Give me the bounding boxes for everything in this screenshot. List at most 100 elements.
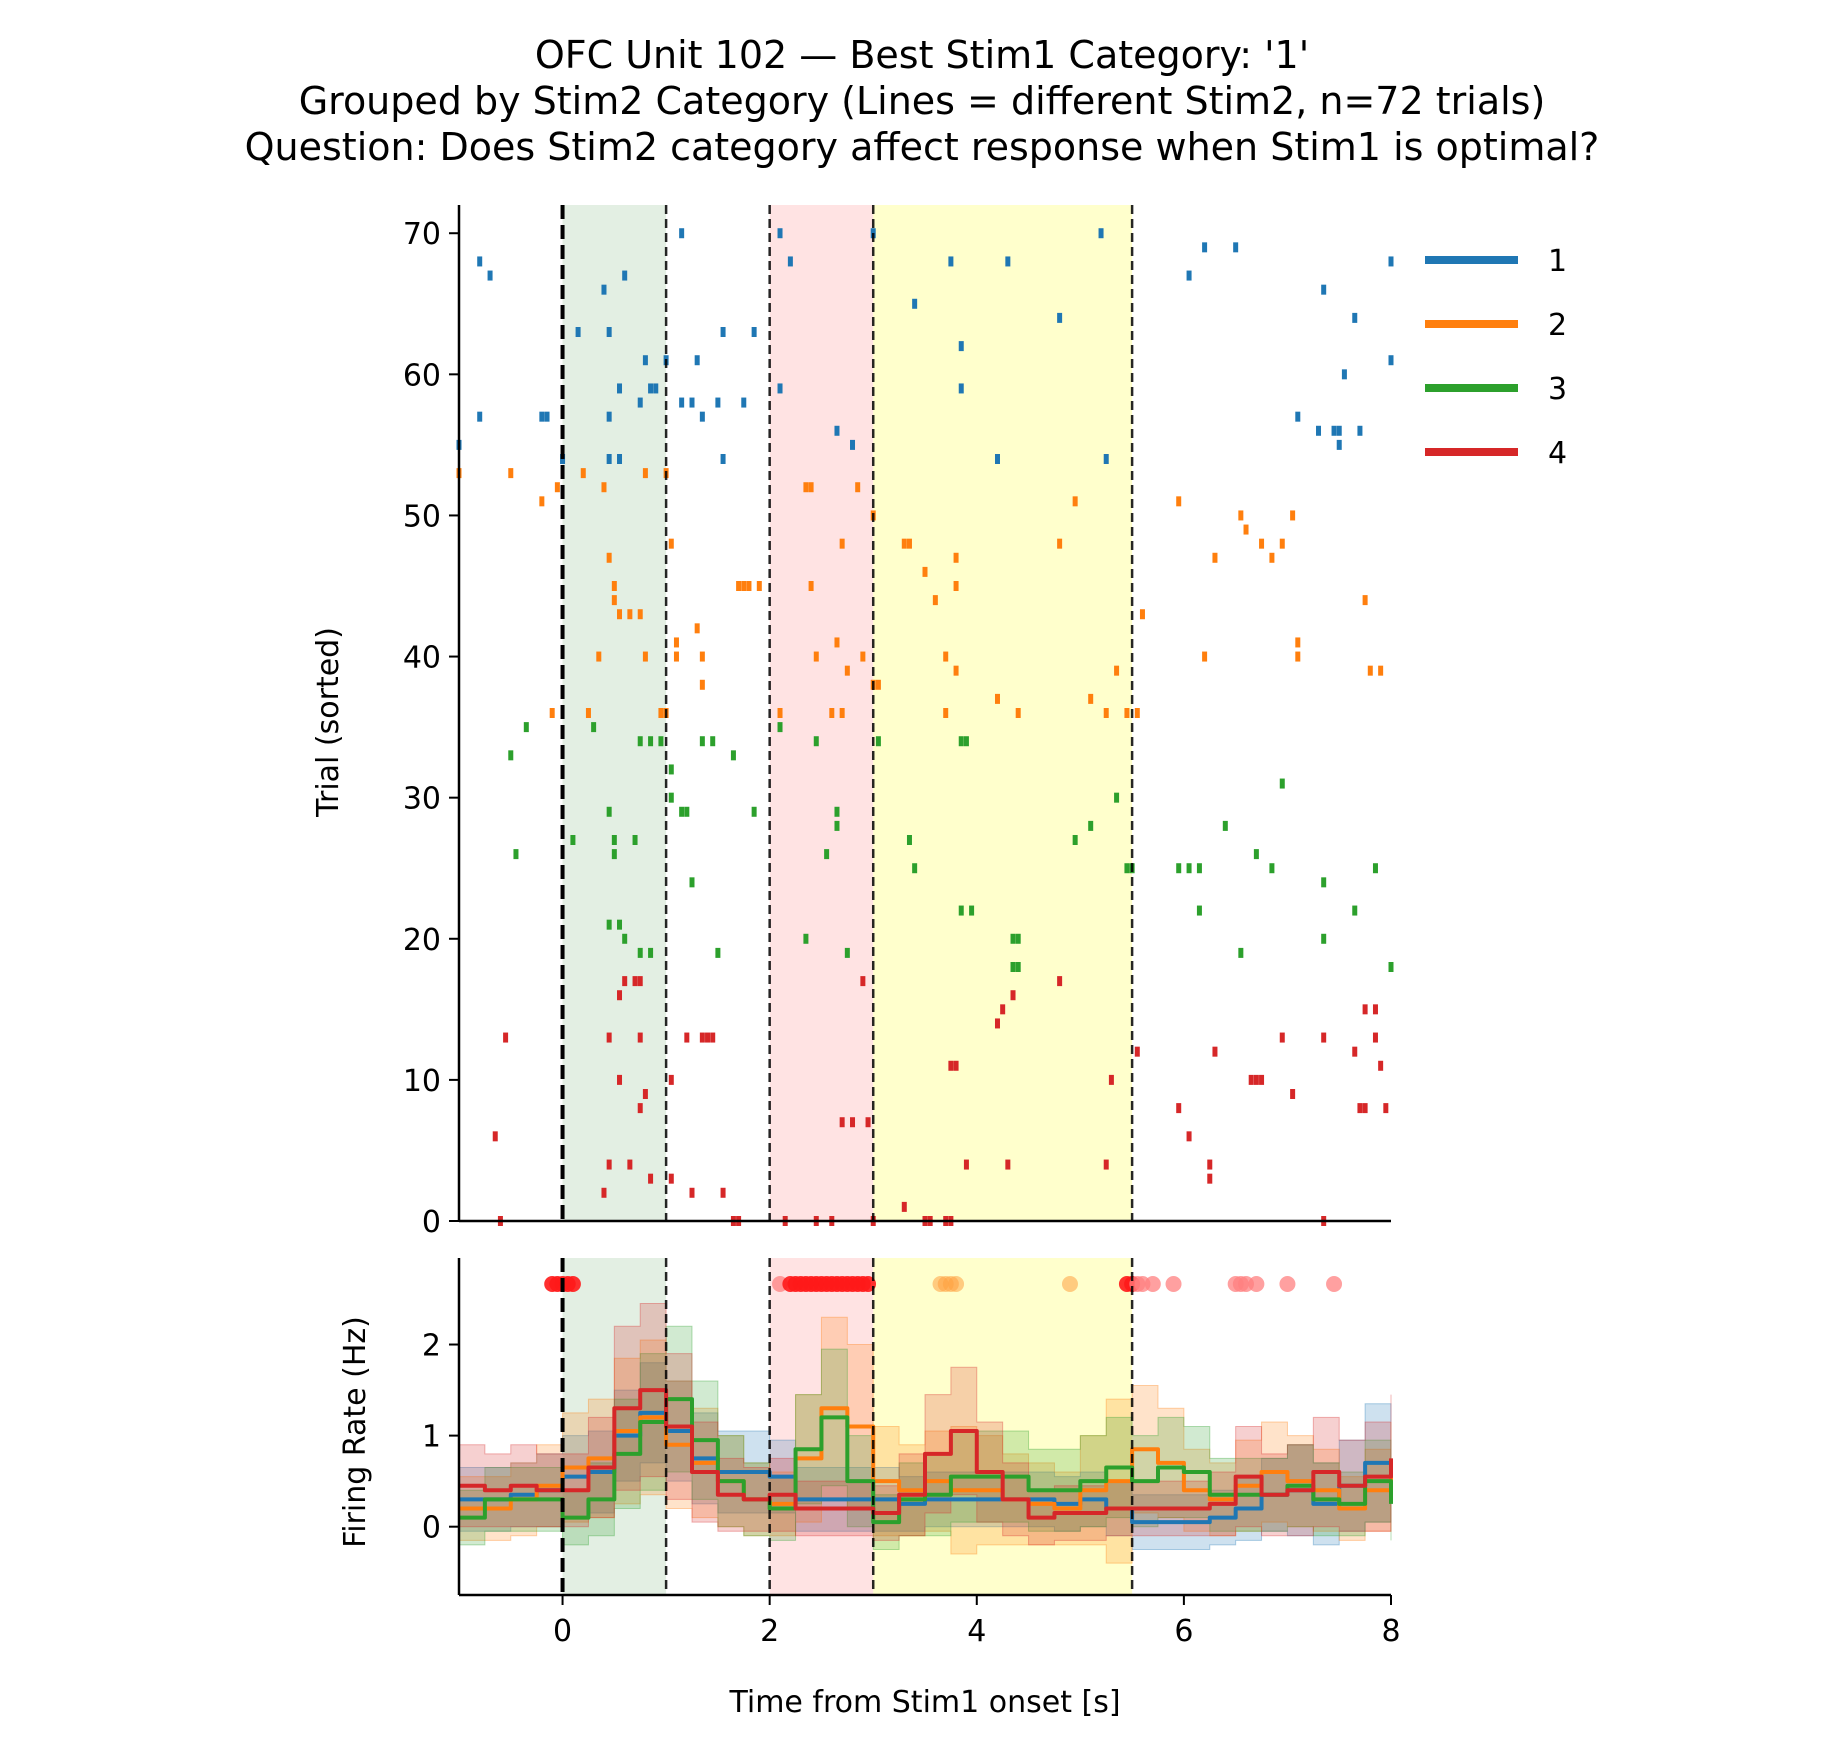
spike-s1-13	[606, 454, 612, 464]
spike-s3-29	[813, 736, 819, 747]
spike-s2-57	[1072, 496, 1078, 507]
spike-s1-45	[1186, 270, 1192, 281]
spike-s1-30	[777, 228, 783, 239]
spike-s2-16	[642, 651, 648, 662]
psth-epoch-shading	[562, 1258, 1133, 1595]
spike-s4-57	[1259, 1074, 1265, 1085]
spike-s3-22	[699, 736, 705, 747]
spike-s4-55	[1248, 1074, 1254, 1085]
spike-s3-43	[1010, 962, 1016, 972]
spike-s2-75	[1362, 595, 1368, 606]
spike-s1-36	[912, 298, 918, 309]
spike-s3-46	[1088, 820, 1094, 831]
psth-x-axis-label: Time from Stim1 onset [s]	[728, 1685, 1120, 1720]
spike-s2-63	[1134, 708, 1140, 718]
spike-s3-61	[1352, 905, 1358, 916]
spike-s4-43	[1000, 1004, 1006, 1015]
spike-s3-24	[715, 947, 721, 958]
spike-s2-69	[1259, 538, 1265, 549]
spike-s3-57	[1269, 863, 1275, 874]
spike-s1-39	[958, 383, 964, 394]
spike-s4-0	[503, 1032, 509, 1043]
spike-s4-7	[617, 990, 623, 1001]
spike-s3-14	[637, 736, 643, 747]
spike-s1-29	[751, 327, 757, 337]
spike-s1-18	[637, 397, 643, 408]
psth-band-4	[458, 1303, 1392, 1546]
spike-s3-63	[1388, 962, 1394, 972]
spike-s4-21	[705, 1032, 711, 1043]
spike-s3-32	[834, 820, 840, 831]
spike-s1-31	[777, 383, 783, 394]
spike-s4-42	[994, 1018, 1000, 1029]
spike-s3-48	[1124, 863, 1130, 874]
spike-s1-52	[1336, 425, 1342, 436]
spike-s1-34	[850, 439, 856, 450]
spike-s2-3	[549, 708, 555, 718]
psth-axes	[457, 1258, 1391, 1597]
spike-s2-46	[906, 538, 912, 549]
raster-epoch-2	[873, 205, 1133, 1221]
legend-label-3: 3	[1548, 372, 1567, 407]
spike-s4-32	[865, 1117, 871, 1128]
spike-s4-11	[627, 1159, 633, 1170]
spike-s4-69	[1383, 1103, 1389, 1114]
spike-s1-28	[741, 397, 747, 408]
spike-s1-16	[648, 383, 654, 394]
psth-x-tick-label-0: 0	[553, 1614, 572, 1649]
spike-s4-30	[850, 1117, 856, 1128]
spike-s4-65	[1362, 1004, 1368, 1015]
sig-marker-38	[1326, 1276, 1343, 1292]
spike-s2-20	[668, 538, 674, 549]
spike-s3-4	[591, 722, 597, 733]
spike-s1-8	[601, 284, 607, 295]
spike-s4-59	[1290, 1089, 1296, 1099]
spike-s2-24	[699, 651, 705, 662]
spike-s1-10	[622, 270, 628, 281]
spike-s2-26	[736, 581, 742, 591]
spike-s4-9	[632, 976, 638, 987]
spike-s4-66	[1372, 1004, 1378, 1015]
spike-s2-25	[699, 679, 705, 690]
spike-s4-23	[720, 1187, 726, 1198]
raster-epoch-0	[562, 205, 667, 1221]
spike-s4-18	[684, 1032, 690, 1043]
spike-s2-33	[808, 581, 814, 591]
spike-s4-31	[860, 976, 866, 987]
spike-s4-15	[648, 1173, 654, 1184]
spike-s2-54	[994, 693, 1000, 704]
spike-s1-51	[1331, 425, 1337, 436]
spike-s2-70	[1269, 552, 1275, 563]
psth-x-tick-label-8: 8	[1381, 1614, 1400, 1649]
spike-s1-7	[575, 327, 581, 337]
raster-y-tick-label-60: 60	[403, 358, 441, 393]
spike-s4-20	[699, 1032, 705, 1043]
sig-marker-36	[1248, 1276, 1265, 1292]
spike-s2-17	[658, 708, 664, 718]
spike-s4-14	[642, 1089, 648, 1099]
spike-s1-23	[694, 355, 700, 366]
spike-s4-8	[622, 976, 628, 987]
spike-s2-48	[932, 595, 938, 606]
spike-s1-47	[1233, 242, 1239, 253]
spike-s1-48	[1295, 411, 1301, 422]
sig-marker-37	[1279, 1276, 1296, 1292]
spike-s2-22	[673, 637, 679, 648]
spike-s1-25	[715, 397, 721, 408]
spike-s4-4	[606, 1159, 612, 1170]
spike-s2-65	[1202, 651, 1208, 662]
spike-s3-39	[958, 905, 964, 916]
spike-s2-56	[1057, 538, 1063, 549]
spike-s2-15	[642, 468, 648, 479]
spike-s2-41	[860, 651, 866, 662]
spike-s1-50	[1321, 284, 1327, 295]
spike-s3-16	[658, 736, 664, 747]
psth-x-tick-label-6: 6	[1174, 1614, 1193, 1649]
sig-marker-26	[1061, 1276, 1078, 1292]
spike-s2-11	[611, 595, 617, 606]
spike-s1-40	[994, 454, 1000, 464]
psth-line-3	[459, 1397, 1393, 1525]
spike-s2-23	[694, 623, 700, 634]
raster-y-tick-label-70: 70	[403, 217, 441, 252]
